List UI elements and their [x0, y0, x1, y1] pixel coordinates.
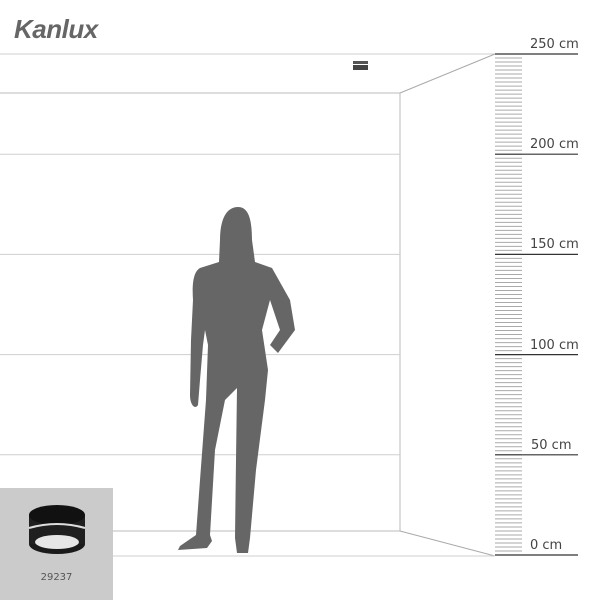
scale-label: 250 cm: [530, 37, 579, 52]
product-thumbnail: 29237: [0, 488, 113, 600]
scale-label: 150 cm: [530, 237, 579, 253]
scale-label: 50 cm: [531, 437, 572, 453]
black-ring-downlight-icon: [28, 505, 86, 554]
floor-diagonal: [399, 530, 496, 557]
scale-label: 200 cm: [530, 137, 579, 153]
woman-silhouette: [178, 207, 295, 553]
product-code: 29237: [40, 572, 73, 583]
ceiling-lamp-icon: [353, 61, 368, 70]
kanlux-logo: Kanlux: [14, 14, 98, 44]
ceiling-diagonal: [399, 53, 496, 94]
scale-label: 100 cm: [530, 337, 579, 353]
scale-label: 0 cm: [530, 538, 563, 553]
